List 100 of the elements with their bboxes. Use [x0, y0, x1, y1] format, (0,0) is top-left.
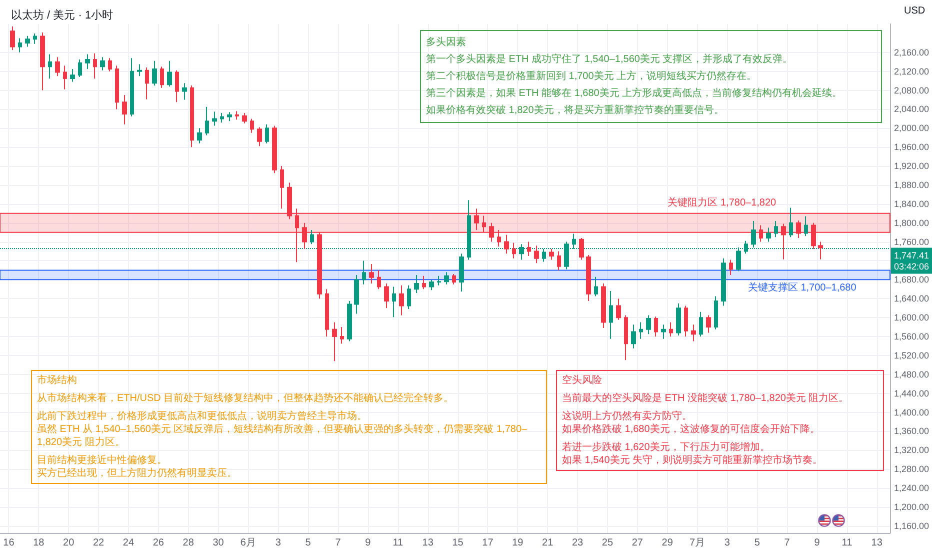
- candlestick: [235, 110, 239, 120]
- candlestick: [63, 65, 67, 90]
- candlestick: [160, 66, 164, 88]
- annotation: 第三个因素是，如果 ETH 能够在 1,680美元 上方形成更高低点，当前修复结构仍有机会延续。: [426, 86, 844, 101]
- candlestick: [759, 224, 763, 242]
- candlestick: [287, 182, 292, 220]
- candlestick: [654, 316, 658, 337]
- chart-title: 以太坊 / 美元 · 1小时: [11, 8, 114, 22]
- x-tick-label: 20: [63, 538, 75, 548]
- candlestick: [85, 54, 90, 70]
- candlestick: [781, 223, 786, 260]
- candlestick: [714, 296, 718, 330]
- x-tick-label: 16: [3, 538, 15, 548]
- x-tick-label: 21: [542, 538, 554, 548]
- x-tick-label: 19: [512, 538, 524, 548]
- candlestick: [489, 222, 494, 242]
- candlestick: [130, 58, 134, 117]
- candlestick: [122, 94, 127, 125]
- candlestick: [534, 245, 539, 264]
- x-tick-label: 7月: [689, 538, 706, 548]
- candlestick: [340, 326, 344, 344]
- candlestick: [684, 305, 688, 337]
- candlestick: [414, 274, 419, 294]
- candlestick: [474, 208, 479, 230]
- candlestick: [639, 322, 643, 340]
- y-tick-label: 1,280.00: [894, 464, 930, 474]
- candlestick: [751, 220, 756, 248]
- x-tick-label: 23: [572, 538, 584, 548]
- candlestick: [616, 298, 621, 320]
- x-tick-label: 7: [335, 538, 342, 548]
- candlestick: [661, 324, 666, 340]
- x-tick-label: 28: [182, 538, 194, 548]
- y-tick-label: 1,360.00: [894, 426, 930, 436]
- x-tick-label: 7: [784, 538, 790, 548]
- y-tick-label: 1,520.00: [894, 350, 930, 360]
- candlestick: [646, 314, 651, 335]
- y-tick-label: 2,120.00: [894, 66, 930, 76]
- band-label: 关键阻力区 1,780–1,820: [668, 196, 777, 208]
- y-tick-label: 1,440.00: [894, 388, 930, 398]
- x-tick-label: 30: [212, 538, 224, 548]
- annotation: 从市场结构来看，ETH/USD 目前处于短线修复结构中，但整体趋势还不能确认已经完全转多。: [37, 392, 455, 405]
- candlestick: [108, 58, 112, 72]
- candlestick: [100, 56, 105, 71]
- annotation: 买方已经出现，但上方阻力仍然有明显卖压。: [37, 467, 238, 480]
- y-tick-label: 1,600.00: [894, 312, 930, 323]
- candlestick: [729, 259, 733, 276]
- y-tick-label: 1,800.00: [894, 218, 930, 228]
- candlestick: [250, 118, 254, 134]
- y-tick-label: 1,400.00: [894, 407, 930, 418]
- candlestick: [227, 112, 232, 122]
- y-tick-label: 1,200.00: [894, 502, 930, 512]
- candlestick: [818, 241, 823, 260]
- candlestick: [310, 229, 314, 245]
- y-tick-label: 1,680.00: [894, 274, 930, 285]
- candlestick: [167, 60, 172, 87]
- x-tick-label: 3: [724, 538, 730, 548]
- x-tick-label: 15: [452, 538, 464, 548]
- x-tick-label: 17: [482, 538, 494, 548]
- annotation: 多头因素: [426, 36, 467, 50]
- candlestick: [369, 264, 374, 284]
- candlestick: [70, 68, 75, 82]
- candlestick: [676, 302, 681, 336]
- candlestick: [190, 85, 194, 148]
- band-label: 关键支撑区 1,700–1,680: [748, 282, 857, 294]
- annotation: 第二个积极信号是价格重新回到 1,700美元 上方，说明短线买方仍然存在。: [426, 70, 758, 84]
- candlestick: [78, 59, 82, 78]
- candlestick: [392, 286, 396, 318]
- candlestick: [377, 270, 381, 290]
- annotation: 目前结构更接近中性偏修复。: [37, 454, 168, 467]
- annotation: 虽然 ETH 从 1,540–1,560美元 区域反弹后，短线结构有所改善，但要确认更强的多头转变，仍需要突破 1,780–1,820美元 阻力区。: [37, 423, 528, 449]
- annotation: 如果 1,540美元 失守，则说明卖方可能重新掌控市场节奏。: [562, 454, 824, 467]
- candlestick: [631, 324, 636, 349]
- x-tick-label: 18: [33, 538, 45, 548]
- candlestick: [601, 282, 606, 328]
- candlestick: [512, 242, 516, 259]
- y-tick-label: 1,160.00: [894, 520, 930, 531]
- y-tick-label: 2,000.00: [894, 123, 930, 134]
- candlestick: [504, 234, 509, 254]
- candlestick: [325, 288, 329, 337]
- candlestick: [399, 284, 404, 316]
- y-tick-label: 2,080.00: [894, 85, 930, 96]
- candlestick: [774, 220, 778, 238]
- candlestick: [332, 322, 337, 362]
- candlestick: [384, 282, 389, 309]
- y-tick-label: 1,240.00: [894, 483, 930, 494]
- x-tick-label: 9: [365, 538, 372, 548]
- candlestick: [527, 241, 531, 257]
- candlestick: [594, 276, 598, 297]
- x-tick-label: 6月: [240, 538, 256, 548]
- candlestick: [542, 248, 546, 262]
- candlestick: [137, 64, 142, 77]
- candlestick: [407, 284, 411, 310]
- ref-line-label: 1,747.41 03:42:06: [894, 250, 930, 272]
- candlestick: [586, 254, 591, 302]
- x-tick-label: 5: [305, 538, 312, 548]
- y-tick-label: 1,960.00: [894, 142, 930, 152]
- candlestick: [362, 260, 366, 285]
- candlestick: [302, 222, 307, 250]
- annotation: 第一个多头因素是 ETH 成功守住了 1,540–1,560美元 支撑区，并形成了有效反弹。: [426, 52, 794, 67]
- candlestick: [220, 112, 224, 123]
